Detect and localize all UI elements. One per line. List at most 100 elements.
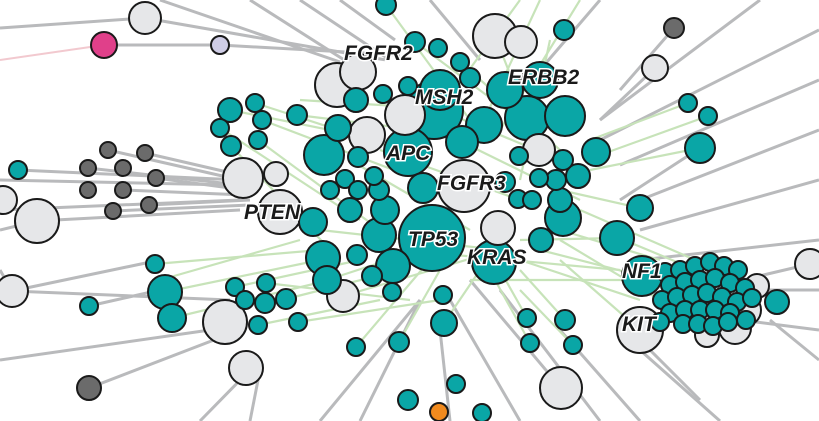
dark-node [99,141,117,159]
mutated-gene-node [445,125,479,159]
label-pten: PTEN [244,201,301,224]
gene-node [641,54,669,82]
mutated-gene-node [324,114,352,142]
edge [159,0,341,64]
dark-node [663,17,685,39]
gene-node [128,1,162,35]
mutated-gene-node [494,171,516,193]
mutated-gene-node [529,168,549,188]
mutated-gene-node [430,309,458,337]
edge [297,298,441,324]
mutated-gene-node [248,315,268,335]
mutated-gene-node [404,31,426,53]
edge [219,43,401,57]
mutated-gene-node [398,76,418,96]
mutated-gene-node [450,52,470,72]
edge [438,329,452,421]
mutated-gene-node [225,277,245,297]
mutated-gene-node [254,292,276,314]
mutated-gene-node [348,180,368,200]
edge [339,0,396,42]
edge [318,299,422,421]
label-nf1: NF1 [622,260,662,283]
mutated-gene-node [547,187,573,213]
mutated-gene-node [545,169,567,191]
label-fgfr3: FGFR3 [437,172,506,195]
mutated-gene-node [554,309,576,331]
edge [148,198,251,207]
edge [164,258,321,294]
mutated-gene-node [298,207,328,237]
mutated-gene-node [217,97,243,123]
mutated-gene-node [361,265,383,287]
label-erbb2: ERBB2 [508,66,580,89]
lavender-node [210,35,230,55]
mutated-gene-node [303,134,345,176]
dark-node [79,159,97,177]
edge [599,0,761,122]
gene-node [263,161,289,187]
mutated-gene-node [544,95,586,137]
mutated-gene-node [157,303,187,333]
mutated-gene-node [382,282,402,302]
edge [448,299,522,421]
gene-node [0,274,29,308]
mutated-gene-node [252,110,272,130]
mutated-gene-node [698,106,718,126]
label-kras: KRAS [467,246,527,269]
magenta-node [90,31,118,59]
edge [619,78,819,167]
mutated-gene-node [552,149,574,171]
edge [428,0,482,61]
edge [17,168,241,182]
gene-node [0,185,18,215]
gene-node [522,133,556,167]
label-fgfr2: FGFR2 [344,42,413,65]
mutated-gene-node [346,337,366,357]
edge [589,146,701,172]
mutated-gene-node [343,87,369,113]
mutated-gene-node [335,169,355,189]
edge [219,127,361,221]
edge [36,208,241,223]
label-tp53: TP53 [408,228,459,251]
mutated-gene-node [373,84,393,104]
mutated-gene-node [486,71,524,109]
gene-node [794,248,819,280]
gene-node [228,350,264,386]
orange-node [429,402,449,421]
mutated-gene-node [288,312,308,332]
edge [494,279,531,344]
mutated-gene-node [419,69,461,111]
mutated-gene-node [553,19,575,41]
mutated-gene-node [433,285,453,305]
edge [589,101,689,142]
edge [107,148,241,182]
mutated-gene-node [364,166,384,186]
mutated-gene-node [446,374,466,394]
edge [257,298,381,327]
label-msh2: MSH2 [415,86,474,109]
mutated-gene-node [275,288,297,310]
label-kit: KIT [622,313,658,336]
dark-node [136,144,154,162]
edge [639,348,721,421]
mutated-gene-node [742,288,762,308]
edge [122,188,246,197]
mutated-gene-node [398,204,466,272]
edge [599,114,709,157]
edge [11,258,161,293]
mutated-gene-node [375,0,397,16]
mutated-gene-node [256,273,276,293]
gene-node [480,210,516,246]
edge [579,208,701,264]
mutated-gene-node [388,331,410,353]
mutated-gene-node [718,312,738,332]
mutated-gene-node [407,172,439,204]
edge [519,269,566,321]
mutated-gene-node [210,118,230,138]
edge [0,44,105,61]
edge [769,318,819,362]
